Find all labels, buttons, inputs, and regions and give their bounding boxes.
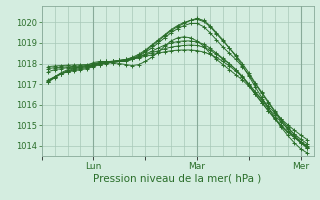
X-axis label: Pression niveau de la mer( hPa ): Pression niveau de la mer( hPa ) (93, 173, 262, 183)
